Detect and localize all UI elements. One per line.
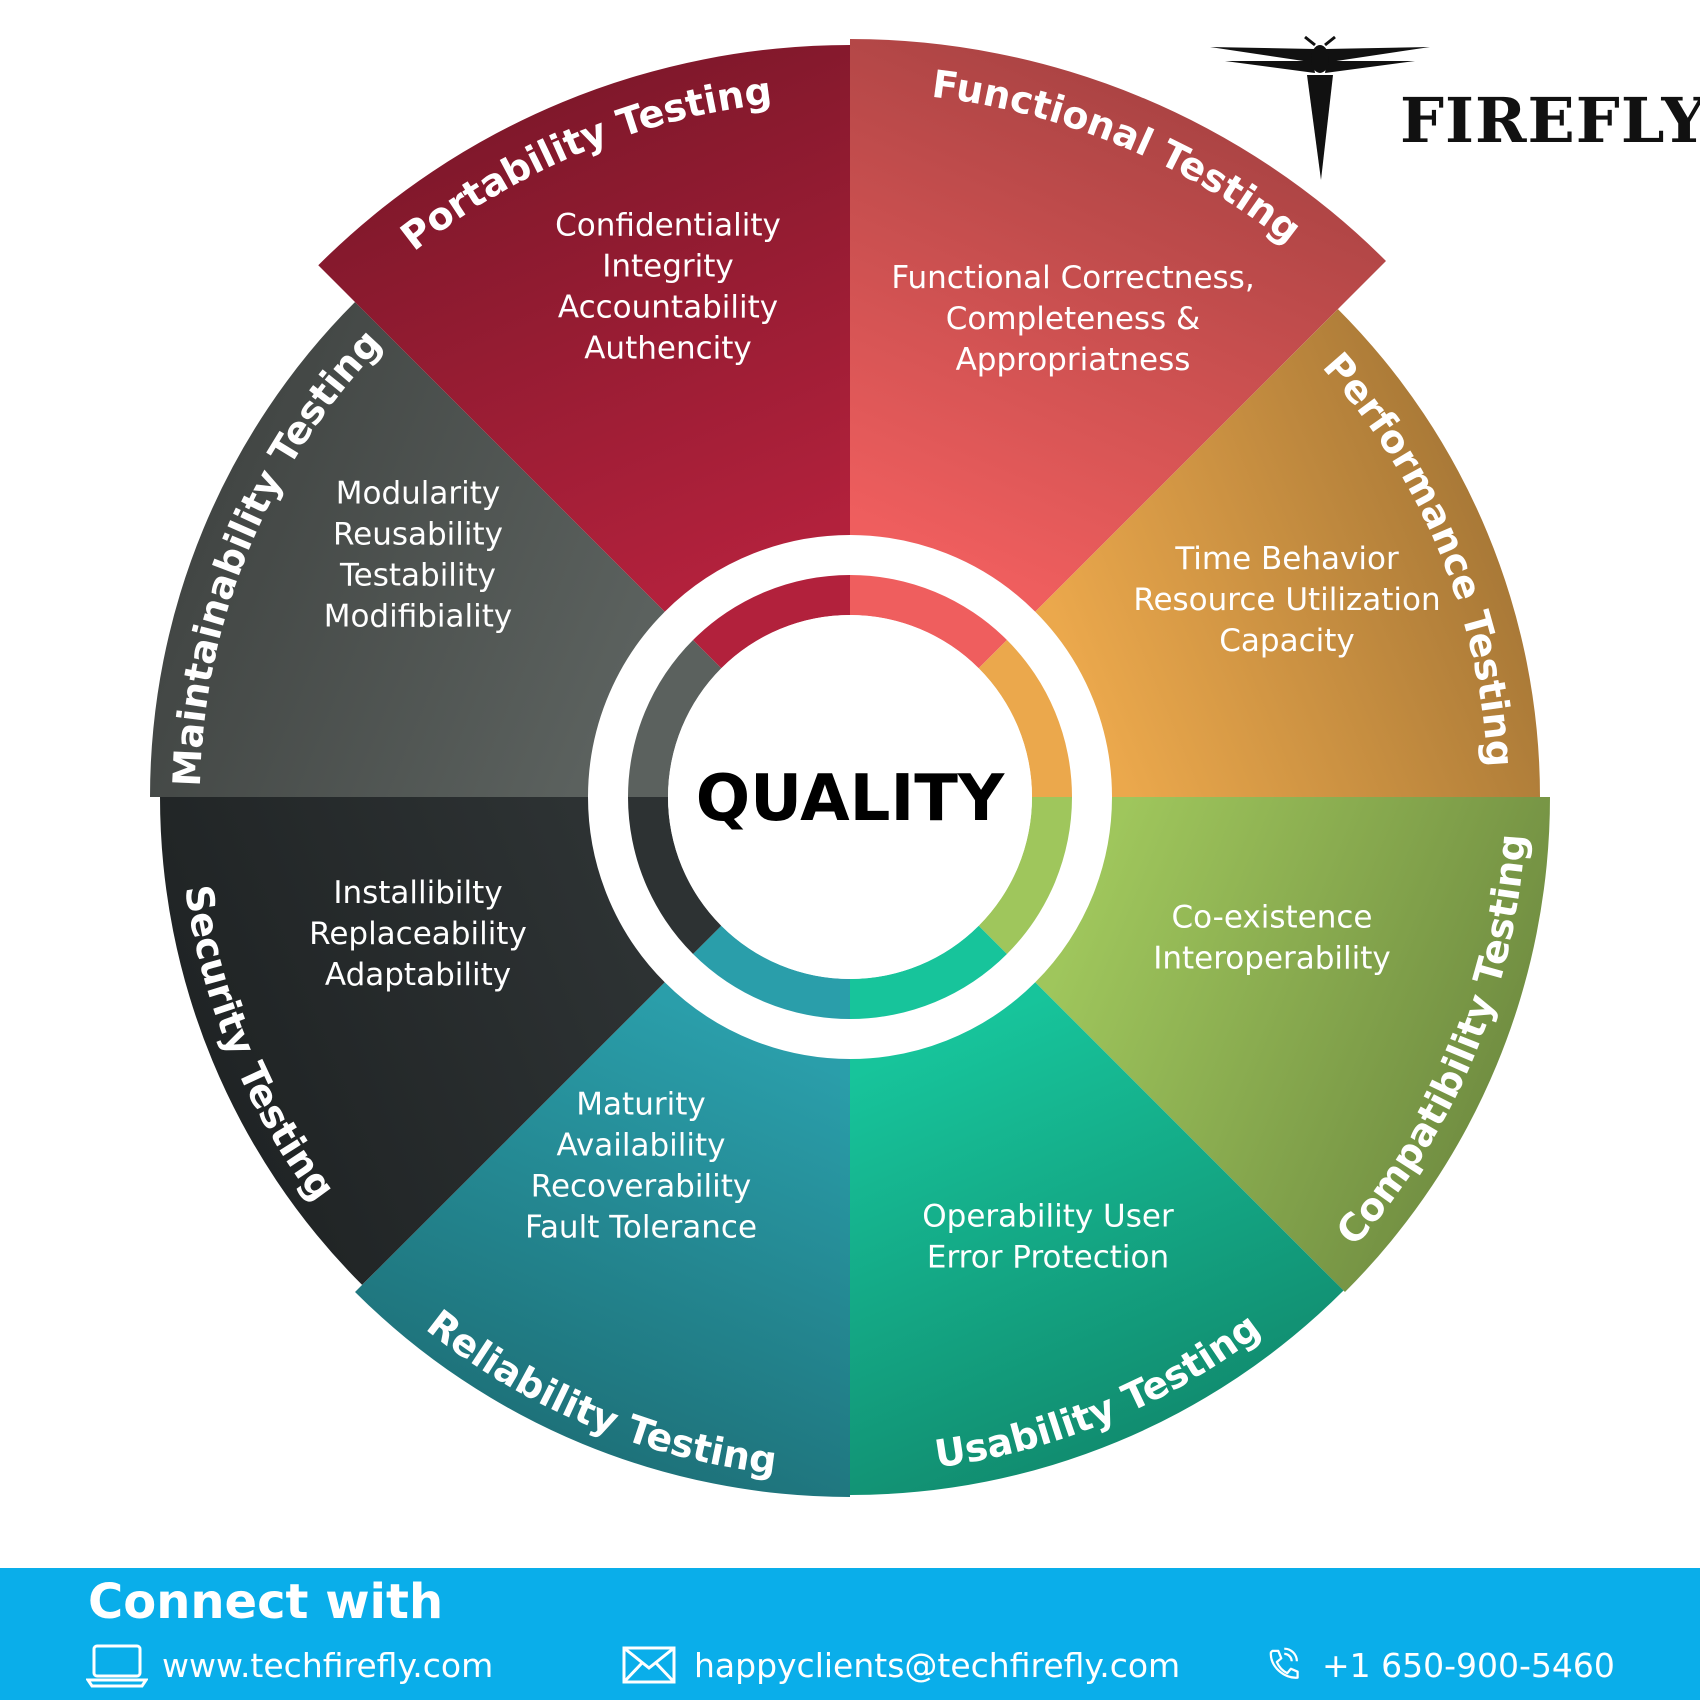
- segment-item-functional: Completeness &: [946, 301, 1200, 337]
- segment-compatibility: [1029, 797, 1550, 1292]
- segment-item-performance: Capacity: [1219, 623, 1354, 659]
- email-link[interactable]: happyclients@techfirefly.com: [694, 1645, 1181, 1685]
- segment-item-maintainability: Modifibiality: [324, 599, 513, 635]
- segment-functional: [850, 39, 1386, 618]
- footer-bar: Connect with www.techfirefly.com happycl…: [0, 1568, 1700, 1700]
- segment-item-compatibility: Co-existence: [1171, 900, 1372, 936]
- segment-usability: [850, 976, 1344, 1495]
- segment-item-maintainability: Testability: [339, 558, 496, 594]
- segment-item-reliability: Fault Tolerance: [525, 1210, 757, 1246]
- segment-portability: [318, 45, 850, 618]
- segment-item-security: Replaceability: [309, 916, 527, 952]
- ring-arc-performance: [978, 640, 1072, 797]
- envelope-icon: [622, 1646, 676, 1684]
- segment-reliability: [355, 976, 850, 1497]
- connect-title: Connect with: [88, 1574, 444, 1630]
- center-ring: [588, 535, 1112, 1059]
- ring-arc-functional: [850, 575, 1007, 669]
- segment-security: [160, 797, 671, 1285]
- segment-item-portability: Integrity: [602, 249, 734, 285]
- ring-arc-reliability: [693, 925, 850, 1019]
- contact-email[interactable]: happyclients@techfirefly.com: [618, 1640, 1180, 1690]
- segment-item-portability: Confidentiality: [555, 208, 781, 244]
- segment-item-performance: Resource Utilization: [1133, 582, 1440, 618]
- segment-item-compatibility: Interoperability: [1153, 941, 1391, 977]
- phone-icon: [1269, 1647, 1299, 1679]
- firefly-logo: FIREFLY: [1205, 35, 1700, 185]
- ring-arc-compatibility: [978, 797, 1072, 954]
- segment-item-portability: Accountability: [558, 290, 778, 326]
- segment-performance: [1029, 309, 1540, 797]
- segment-item-usability: Error Protection: [927, 1240, 1169, 1276]
- center-separator: [588, 535, 1112, 1059]
- segment-item-maintainability: Modularity: [336, 476, 501, 512]
- center-disc: [668, 615, 1032, 979]
- segment-item-performance: Time Behavior: [1174, 541, 1399, 577]
- segment-item-functional: Functional Correctness,: [891, 260, 1254, 296]
- contact-website[interactable]: www.techfirefly.com: [86, 1640, 493, 1690]
- segment-item-reliability: Recoverability: [531, 1169, 751, 1205]
- ring-arc-portability: [693, 575, 850, 669]
- segment-item-usability: Operability User: [922, 1199, 1174, 1235]
- segment-item-maintainability: Reusability: [333, 517, 503, 553]
- website-link[interactable]: www.techfirefly.com: [162, 1645, 494, 1685]
- ring-arc-maintainability: [628, 640, 722, 797]
- segment-maintainability: [150, 302, 671, 797]
- segment-item-reliability: Maturity: [576, 1087, 705, 1123]
- wheel-segments: [150, 39, 1550, 1497]
- center-label: QUALITY: [696, 762, 1005, 836]
- segment-item-functional: Appropriatness: [956, 342, 1191, 378]
- segment-item-portability: Authencity: [584, 331, 752, 367]
- laptop-icon: [86, 1644, 148, 1688]
- phone-number[interactable]: +1 650-900-5460: [1322, 1645, 1615, 1685]
- contact-phone[interactable]: +1 650-900-5460: [1262, 1640, 1615, 1690]
- segment-item-security: Adaptability: [325, 957, 511, 993]
- segment-item-reliability: Availability: [557, 1128, 726, 1164]
- brand-name: FIREFLY: [1400, 84, 1700, 157]
- ring-arc-security: [628, 797, 722, 954]
- firefly-mark-icon: [1210, 35, 1430, 180]
- segment-item-security: Installibilty: [333, 875, 502, 911]
- ring-arc-usability: [850, 925, 1007, 1019]
